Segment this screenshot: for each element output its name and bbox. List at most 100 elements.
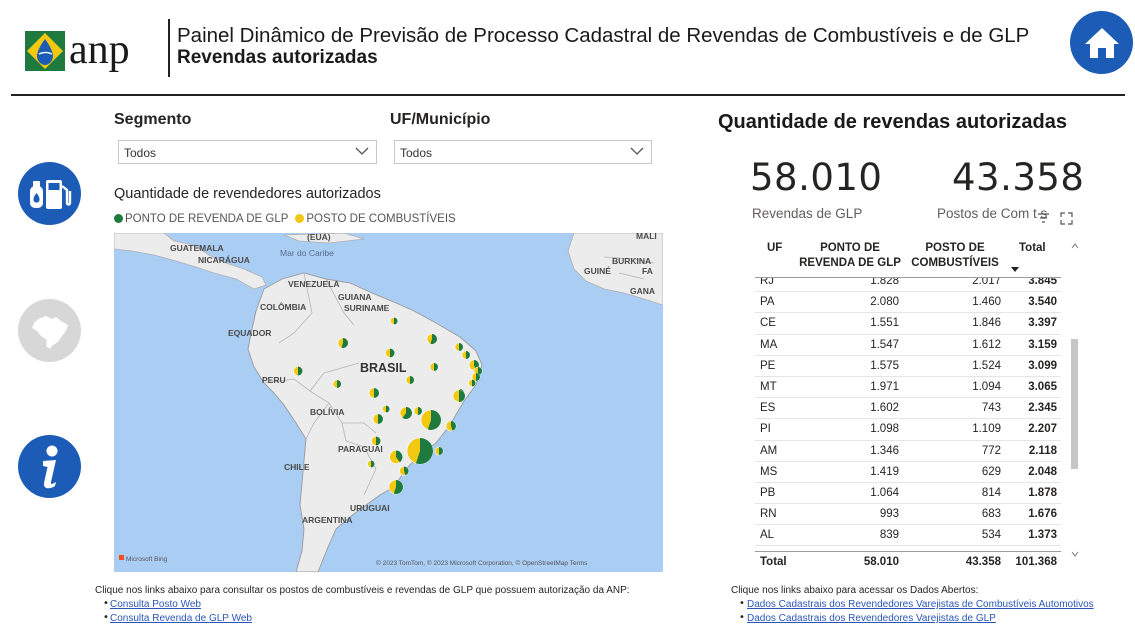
state-pie[interactable] [388,479,404,495]
table-row[interactable]: ES 1.602 743 2.345 [755,398,1061,420]
scrollbar-thumb[interactable] [1071,339,1078,469]
cell-glp: 1.346 [870,444,899,457]
state-pie[interactable] [434,446,444,456]
state-pie[interactable] [406,437,434,465]
cell-glp: 839 [879,529,899,542]
table-row[interactable]: RJ 1.828 2.017 3.845 [755,271,1061,293]
state-pie[interactable] [367,460,375,468]
table-row[interactable]: CE 1.551 1.846 3.397 [755,313,1061,335]
label-guine: GUINÉ [584,266,611,276]
focus-mode-icon[interactable] [1060,212,1073,225]
state-pie[interactable] [337,337,349,349]
cell-uf: PI [760,423,771,436]
state-pie[interactable] [390,317,398,325]
legend-posto-label: POSTO DE COMBUSTÍVEIS [306,213,456,225]
state-pie[interactable] [332,379,342,389]
country-borders [263,272,377,496]
state-pie[interactable] [399,406,413,420]
chevron-down-icon [630,147,644,155]
table-row[interactable]: PB 1.064 814 1.878 [755,483,1061,505]
info-icon [42,445,57,488]
dados-glp-link[interactable]: Dados Cadastrais dos Revendedores Vareji… [747,613,996,624]
table-row[interactable]: PA 2.080 1.460 3.540 [755,292,1061,314]
table-row[interactable]: AL 839 534 1.373 [755,525,1061,547]
state-pie[interactable] [426,333,438,345]
col-uf[interactable]: UF [767,242,783,254]
table-row[interactable]: RN 993 683 1.676 [755,504,1061,526]
label-eua: (EUA) [307,233,331,242]
label-burkina: BURKINA [612,256,651,266]
col-posto[interactable]: POSTO DE COMBUSTÍVEIS [909,241,1001,271]
cell-uf: PA [760,296,775,309]
bullet: • [103,598,109,609]
label-venezuela: VENEZUELA [288,279,339,289]
state-pie[interactable] [471,372,481,382]
table-total-row: Total 58.010 43.358 101.368 [755,551,1061,570]
logo-wordmark: anp [69,28,130,73]
table-row[interactable]: PE 1.575 1.524 3.099 [755,356,1061,377]
state-pie[interactable] [445,420,457,432]
table-row[interactable]: MT 1.971 1.094 3.065 [755,377,1061,399]
cell-posto: 1.460 [972,296,1001,309]
bullet: • [739,612,745,623]
state-pie[interactable] [420,409,442,431]
cell-posto: 629 [981,465,1001,478]
segmento-dropdown[interactable]: Todos [118,140,377,164]
col-glp[interactable]: PONTO DE REVENDA DE GLP [797,241,903,271]
segmento-value: Todos [124,146,157,160]
state-pie[interactable] [293,366,303,376]
cell-uf: RJ [760,275,775,287]
table-row[interactable]: MA 1.547 1.612 3.159 [755,335,1061,356]
state-pie[interactable] [413,406,423,416]
scroll-down-icon[interactable] [1071,551,1079,557]
revendedores-map[interactable]: (EUA) GUATEMALA NICARÁGUA VENEZUELA GUIA… [114,233,663,572]
table-row[interactable]: MS 1.419 629 2.048 [755,462,1061,483]
table-row[interactable]: AM 1.346 772 2.118 [755,441,1061,462]
home-button[interactable] [1070,11,1133,74]
col-total[interactable]: Total [1019,242,1046,254]
brazil-nav-button[interactable] [18,299,81,362]
cell-uf: ES [760,402,776,415]
col-posto-line2: COMBUSTÍVEIS [911,257,999,269]
africa-land [567,233,663,306]
table-row[interactable]: PI 1.098 1.109 2.207 [755,419,1061,441]
cell-uf: MS [760,465,778,478]
state-pie[interactable] [429,362,439,372]
state-pie[interactable] [399,466,409,476]
label-chile: CHILE [284,462,310,472]
state-pie[interactable] [371,436,381,446]
consulta-revenda-glp-web-link[interactable]: Consulta Revenda de GLP Web [110,613,252,624]
fuel-nav-button[interactable] [18,162,81,225]
cell-glp: 1.547 [870,338,899,351]
cell-glp: 1.064 [870,486,899,499]
state-pie[interactable] [461,350,471,360]
legend-glp-label: PONTO DE REVENDA DE GLP [125,213,289,225]
label-guatemala: GUATEMALA [170,243,224,253]
cell-posto: 1.612 [972,338,1001,351]
state-pie[interactable] [385,348,395,358]
sort-desc-icon [1011,267,1019,272]
label-mali: MALI [636,233,657,241]
consulta-posto-web-link[interactable]: Consulta Posto Web [110,599,201,610]
state-pie[interactable] [372,413,384,425]
state-pie[interactable] [405,375,415,385]
label-paraguai: PARAGUAI [338,444,383,454]
state-pie[interactable] [368,387,380,399]
uf-municipio-value: Todos [400,146,433,160]
cell-total: 2.048 [1028,465,1057,478]
table-scrollbar[interactable] [1070,243,1079,561]
uf-municipio-dropdown[interactable]: Todos [394,140,652,164]
table-header: UF PONTO DE REVENDA DE GLP POSTO DE COMB… [755,236,1061,278]
filter-icon[interactable] [1037,212,1050,224]
state-pie[interactable] [452,389,466,403]
visual-header-icons [1037,212,1073,225]
scroll-up-icon[interactable] [1071,243,1079,249]
state-pie[interactable] [389,450,403,464]
info-nav-button[interactable] [18,435,81,498]
home-icon [1084,27,1119,58]
state-pie[interactable] [382,405,390,413]
dados-combustiveis-link[interactable]: Dados Cadastrais dos Revendedores Vareji… [747,599,1094,610]
state-pie[interactable] [468,379,476,387]
bullet: • [103,612,109,623]
state-pie[interactable] [454,342,464,352]
